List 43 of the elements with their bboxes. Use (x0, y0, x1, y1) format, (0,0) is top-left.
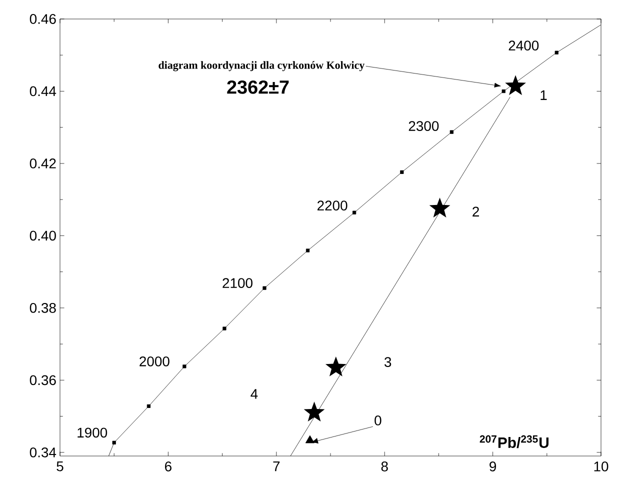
y-tick-label: 0.40 (30, 230, 56, 241)
point (112, 440, 116, 444)
y-tick-label: 0.44 (30, 86, 56, 96)
annotation: 1900 (78, 428, 108, 438)
annotation: 4 (250, 389, 258, 399)
point (325, 356, 346, 376)
point (505, 75, 526, 96)
x-tick-label: 10 (594, 462, 608, 472)
annotation: 2400 (508, 40, 539, 51)
point (400, 170, 404, 174)
point (222, 326, 226, 330)
y-tick-label: 0.42 (30, 158, 56, 168)
annotation: 1 (540, 90, 547, 100)
annotation: 0 (374, 416, 382, 426)
point (182, 364, 186, 368)
point (429, 198, 450, 218)
point (554, 50, 558, 54)
x-tick-label: 6 (165, 462, 172, 472)
point (305, 435, 314, 444)
point (450, 130, 454, 134)
point (306, 248, 310, 252)
y-tick-label: 0.38 (30, 302, 56, 313)
point (502, 89, 506, 94)
y-tick-label: 0.46 (30, 14, 56, 24)
point (262, 286, 266, 290)
point (352, 210, 356, 214)
y-tick-label: 0.34 (30, 447, 56, 458)
x-tick-label: 5 (56, 462, 64, 472)
point (304, 402, 325, 422)
annotation: 2000 (140, 356, 170, 366)
annotation: 3 (384, 357, 392, 367)
x-tick-label: 9 (490, 462, 496, 472)
y-tick-label: 0.36 (30, 375, 56, 386)
annotation: diagram koordynacji dla cyrkonów Kolwicy (158, 61, 365, 72)
annotation: 2100 (222, 278, 252, 288)
annotation: 2200 (317, 200, 348, 211)
annotation: 2362±7 (227, 80, 289, 94)
annotation: 2 (472, 206, 479, 216)
x-axis-title: $^{207}$Pb/$^{235}$U (480, 435, 548, 448)
x-tick-label: 8 (381, 462, 388, 472)
point (146, 404, 151, 408)
annotation: 2300 (408, 121, 439, 131)
x-tick-label: 7 (273, 462, 280, 472)
